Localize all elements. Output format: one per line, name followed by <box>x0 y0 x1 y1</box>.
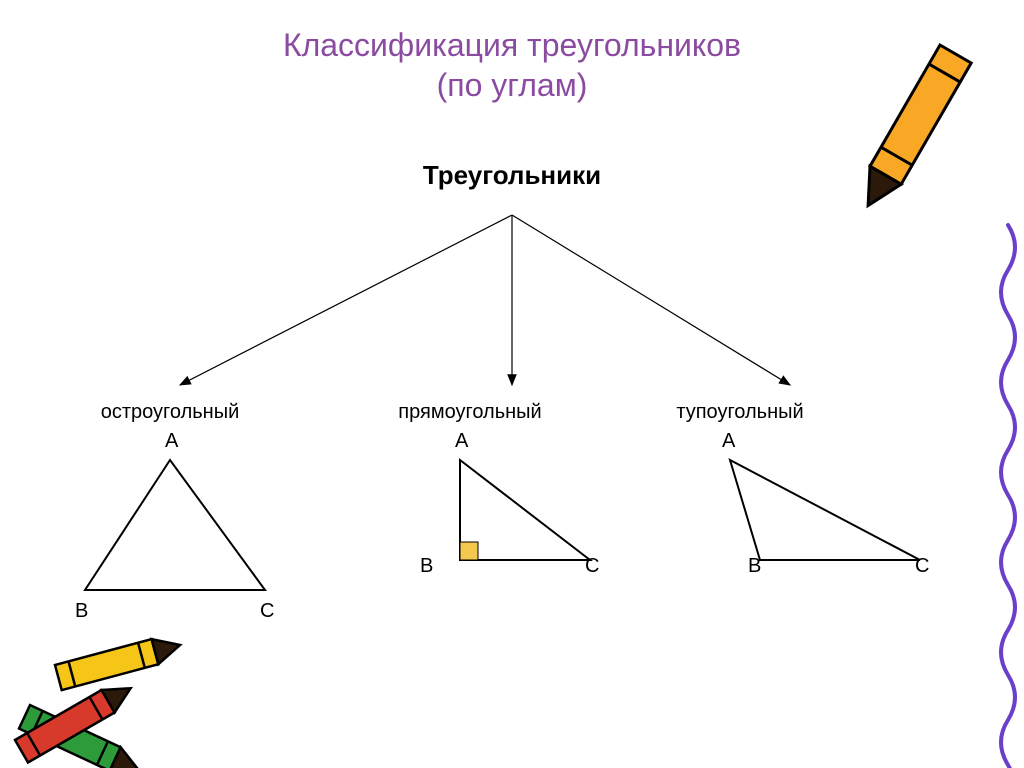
triangles-group <box>85 460 920 590</box>
right-angle-marker <box>460 542 478 560</box>
vertex-label: B <box>748 555 761 578</box>
vertex-label: A <box>722 430 735 453</box>
wavy-line-icon <box>1001 225 1015 768</box>
diagram-svg <box>0 25 1024 768</box>
vertex-label: A <box>455 430 468 453</box>
category-label: остроугольный <box>70 401 270 424</box>
triangle-acute <box>85 460 265 590</box>
vertex-label: C <box>260 600 274 623</box>
vertex-label: C <box>915 555 929 578</box>
branch-arrow <box>180 215 512 385</box>
crayon-icon <box>853 45 972 215</box>
category-label: прямоугольный <box>370 401 570 424</box>
branch-arrow <box>512 215 790 385</box>
arrows-group <box>180 215 790 385</box>
crayon-small-icon <box>55 632 183 690</box>
vertex-label: A <box>165 430 178 453</box>
triangle-obtuse <box>730 460 920 560</box>
vertex-label: B <box>75 600 88 623</box>
triangle-right <box>460 460 590 560</box>
category-label: тупоугольный <box>640 401 840 424</box>
vertex-label: C <box>585 555 599 578</box>
vertex-label: B <box>420 555 433 578</box>
